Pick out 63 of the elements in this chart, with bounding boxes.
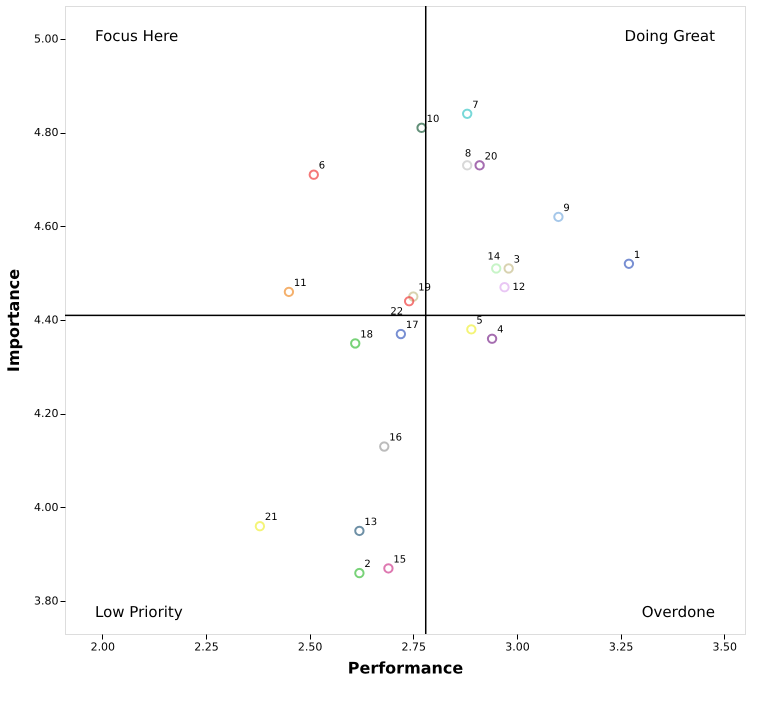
x-tick-label: 2.50 — [298, 640, 322, 654]
series-label: 15 — [393, 554, 406, 566]
y-tick-label: 3.80 — [34, 594, 58, 608]
point — [350, 338, 360, 349]
point — [354, 568, 365, 578]
point — [466, 324, 477, 335]
annotation: Low Priority — [95, 603, 183, 621]
x-tick-label: 2.00 — [90, 640, 116, 654]
y-tick-label: 4.20 — [34, 407, 58, 420]
series-label: 5 — [476, 315, 483, 326]
x-tick-label: 3.00 — [505, 640, 530, 654]
point — [254, 521, 266, 532]
series-label: 9 — [563, 202, 570, 214]
series-label: 16 — [389, 432, 402, 444]
x-tick-label: 3.25 — [608, 640, 634, 654]
x-tick-label: 2.25 — [194, 640, 219, 654]
point — [499, 282, 510, 292]
y-tick-label: 4.60 — [34, 220, 58, 233]
x-tick-label: 3.50 — [712, 640, 738, 654]
point — [503, 263, 514, 274]
point — [462, 108, 472, 119]
point — [308, 170, 319, 180]
series-label: 22 — [390, 306, 404, 318]
series-label: 14 — [487, 251, 500, 262]
series-label: 4 — [497, 324, 504, 336]
y-tick-label: 4.80 — [34, 126, 58, 140]
point — [379, 441, 390, 452]
annotation: Doing Great — [624, 27, 716, 45]
point — [474, 160, 485, 171]
series-label: 11 — [294, 278, 307, 289]
point — [383, 563, 394, 574]
point — [462, 160, 472, 171]
series-label: 10 — [426, 114, 440, 125]
x-tick-label: 2.75 — [402, 640, 426, 654]
point — [354, 526, 365, 536]
point — [416, 122, 427, 134]
series-label: 7 — [472, 100, 479, 111]
y-tick-label: 4.00 — [34, 500, 58, 514]
series-label: 1 — [634, 250, 640, 261]
series-label: 2 — [364, 559, 371, 570]
point — [553, 212, 564, 222]
series-label: 18 — [360, 329, 373, 340]
y-tick-label: 4.40 — [34, 314, 58, 326]
series-label: 6 — [318, 160, 326, 172]
series-label: 3 — [514, 254, 520, 266]
point — [408, 291, 418, 302]
series-label: 13 — [364, 516, 378, 528]
point — [491, 263, 502, 274]
series-label: 8 — [464, 148, 472, 160]
annotation: Overdone — [642, 603, 715, 621]
series-label: 21 — [264, 512, 278, 524]
point — [624, 258, 634, 269]
x-axis-title: Performance — [348, 658, 464, 678]
y-tick-label: 5.00 — [34, 32, 58, 46]
point — [284, 286, 294, 298]
series-label: 12 — [512, 282, 526, 294]
series-label: 17 — [406, 320, 419, 332]
point — [396, 328, 406, 340]
point — [404, 296, 414, 306]
point — [486, 334, 498, 344]
series-label: 20 — [484, 151, 498, 162]
annotation: Focus Here — [95, 27, 178, 45]
y-axis-title: Importance — [4, 268, 24, 372]
